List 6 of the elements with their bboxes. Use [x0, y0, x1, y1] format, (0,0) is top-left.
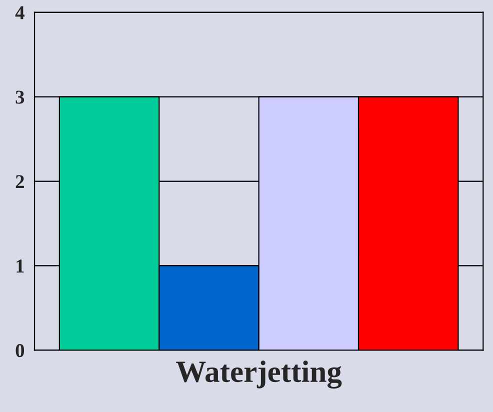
y-tick-label: 2 — [16, 175, 24, 188]
y-tick-label: 1 — [16, 260, 24, 272]
x-axis-title: Waterjetting — [176, 360, 342, 389]
y-tick-label: 3 — [16, 90, 24, 104]
y-tick-label: 4 — [15, 6, 24, 20]
y-tick-label: 0 — [16, 344, 24, 358]
